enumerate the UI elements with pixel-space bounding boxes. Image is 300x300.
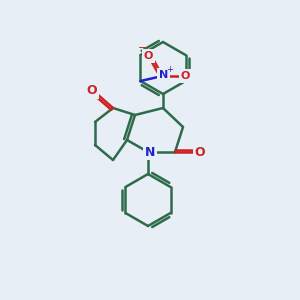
Text: O: O	[144, 51, 153, 61]
Text: O: O	[195, 146, 205, 158]
Text: O: O	[181, 71, 190, 81]
Text: N: N	[159, 70, 168, 80]
Text: O: O	[87, 85, 97, 98]
Text: +: +	[166, 64, 173, 74]
Text: N: N	[145, 146, 155, 158]
Text: −: −	[138, 43, 147, 53]
